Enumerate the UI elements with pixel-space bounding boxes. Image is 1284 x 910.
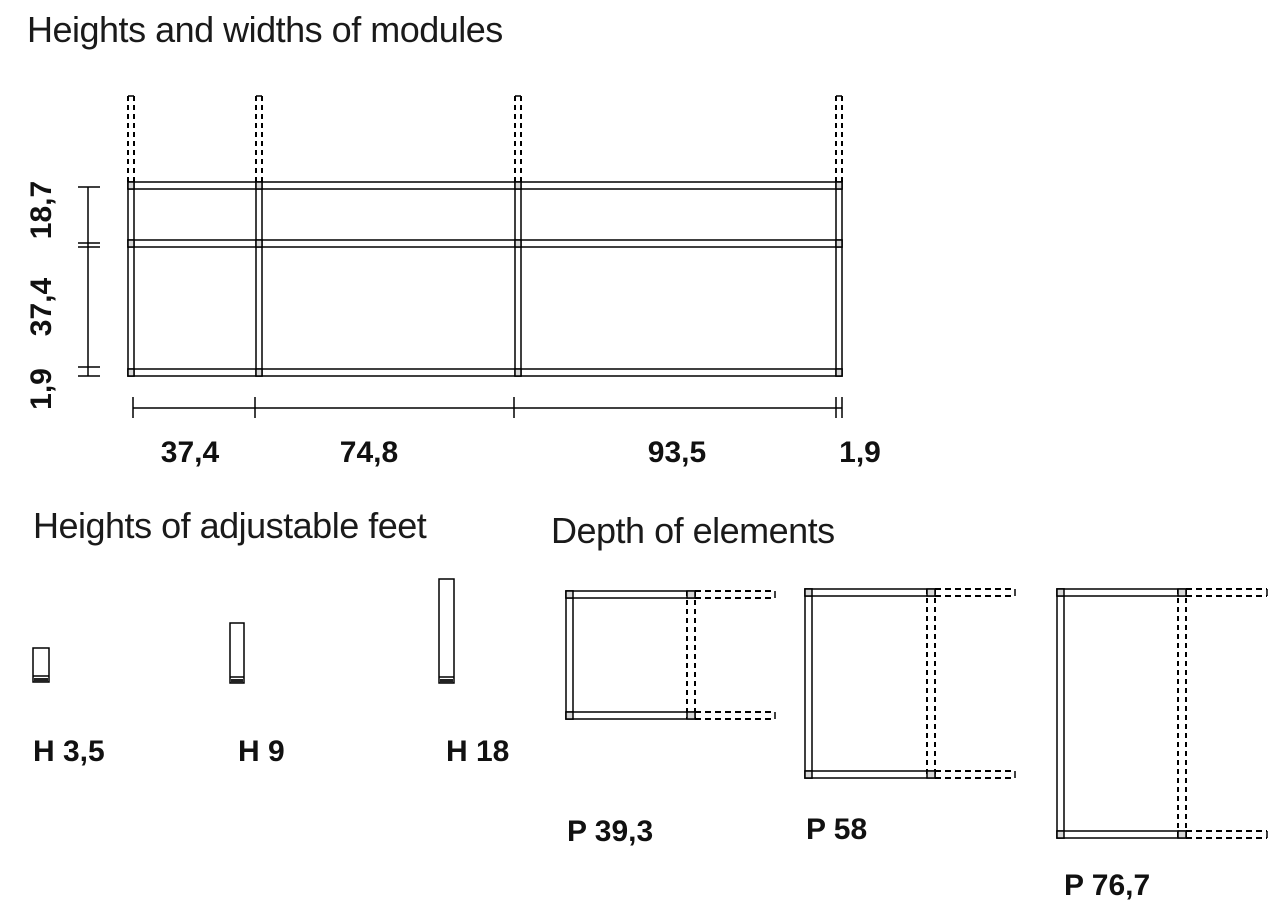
feet-title: Heights of adjustable feet	[33, 505, 427, 546]
depth-label-3: P 76,7	[1064, 869, 1151, 902]
joint	[1177, 830, 1187, 839]
depth-title: Depth of elements	[551, 510, 835, 551]
shelf-3	[127, 368, 843, 377]
joint	[255, 368, 263, 377]
side-shelf-bottom	[804, 770, 936, 779]
foot-label-1: H 3,5	[33, 735, 105, 768]
joint	[835, 368, 843, 377]
height-label-bottom: 1,9	[25, 368, 58, 410]
modules-title: Heights and widths of modules	[27, 9, 503, 50]
joint	[686, 590, 696, 599]
width-label-2: 74,8	[339, 436, 399, 469]
foot-label-3: H 18	[446, 735, 510, 768]
joint	[565, 711, 574, 720]
side-shelf-bottom	[1056, 830, 1187, 839]
joint	[127, 239, 135, 248]
joint	[926, 588, 936, 597]
post-1	[127, 181, 135, 377]
width-label-4: 1,9	[839, 436, 881, 469]
post-3	[514, 181, 522, 377]
joint	[255, 181, 263, 190]
joint	[1056, 830, 1065, 839]
side-post	[565, 590, 574, 720]
depth-label-1: P 39,3	[567, 815, 654, 848]
joint	[255, 239, 263, 248]
side-shelf-top	[1056, 588, 1187, 597]
side-post	[1056, 588, 1065, 839]
width-label-3: 93,5	[647, 436, 707, 469]
foot-pad	[440, 679, 453, 683]
width-label-1: 37,4	[160, 436, 220, 469]
adjustable-foot-1	[32, 647, 50, 683]
height-label-middle: 37,4	[25, 277, 58, 337]
post-2	[255, 181, 263, 377]
joint	[1056, 588, 1065, 597]
depth-label-2: P 58	[806, 813, 868, 846]
post-4	[835, 181, 843, 377]
joint	[127, 181, 135, 190]
shelf-1	[127, 181, 843, 190]
side-shelf-top	[804, 588, 936, 597]
joint	[127, 368, 135, 377]
height-label-top: 18,7	[25, 180, 58, 240]
joint	[835, 181, 843, 190]
shelf-2	[127, 239, 843, 248]
adjustable-foot-2	[229, 622, 245, 684]
side-post	[804, 588, 813, 779]
joint	[835, 239, 843, 248]
joint	[565, 590, 574, 599]
joint	[514, 181, 522, 190]
side-shelf-top	[565, 590, 696, 599]
joint	[1177, 588, 1187, 597]
joint	[514, 239, 522, 248]
adjustable-foot-3	[438, 578, 455, 684]
joint	[804, 770, 813, 779]
foot-pad	[34, 678, 48, 682]
joint	[686, 711, 696, 720]
foot-label-2: H 9	[238, 735, 285, 768]
joint	[926, 770, 936, 779]
side-shelf-bottom	[565, 711, 696, 720]
joint	[804, 588, 813, 597]
foot-pad	[231, 679, 243, 683]
joint	[514, 368, 522, 377]
